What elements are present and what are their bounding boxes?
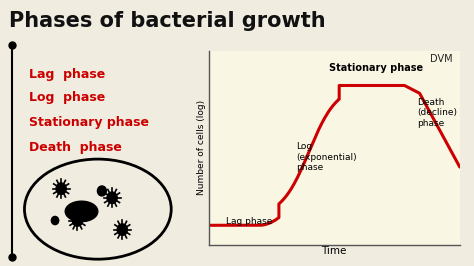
Circle shape [107, 192, 117, 203]
Ellipse shape [65, 201, 98, 222]
Text: Stationary phase: Stationary phase [28, 116, 148, 129]
Y-axis label: Number of cells (log): Number of cells (log) [197, 100, 206, 195]
Text: Lag phase: Lag phase [226, 217, 273, 226]
Text: Stationary phase: Stationary phase [329, 63, 423, 73]
Circle shape [98, 186, 106, 196]
Text: Death  phase: Death phase [28, 141, 121, 154]
Circle shape [51, 217, 59, 225]
Text: Phases of bacterial growth: Phases of bacterial growth [9, 11, 326, 31]
Text: Log
(exponential)
phase: Log (exponential) phase [296, 142, 357, 172]
Circle shape [73, 215, 82, 226]
Circle shape [117, 224, 128, 235]
Text: Log  phase: Log phase [28, 91, 105, 104]
Text: DVM: DVM [429, 53, 452, 64]
Text: Death
(decline)
phase: Death (decline) phase [417, 98, 457, 128]
Circle shape [56, 183, 66, 194]
X-axis label: Time: Time [321, 246, 347, 256]
Text: Lag  phase: Lag phase [28, 68, 105, 81]
